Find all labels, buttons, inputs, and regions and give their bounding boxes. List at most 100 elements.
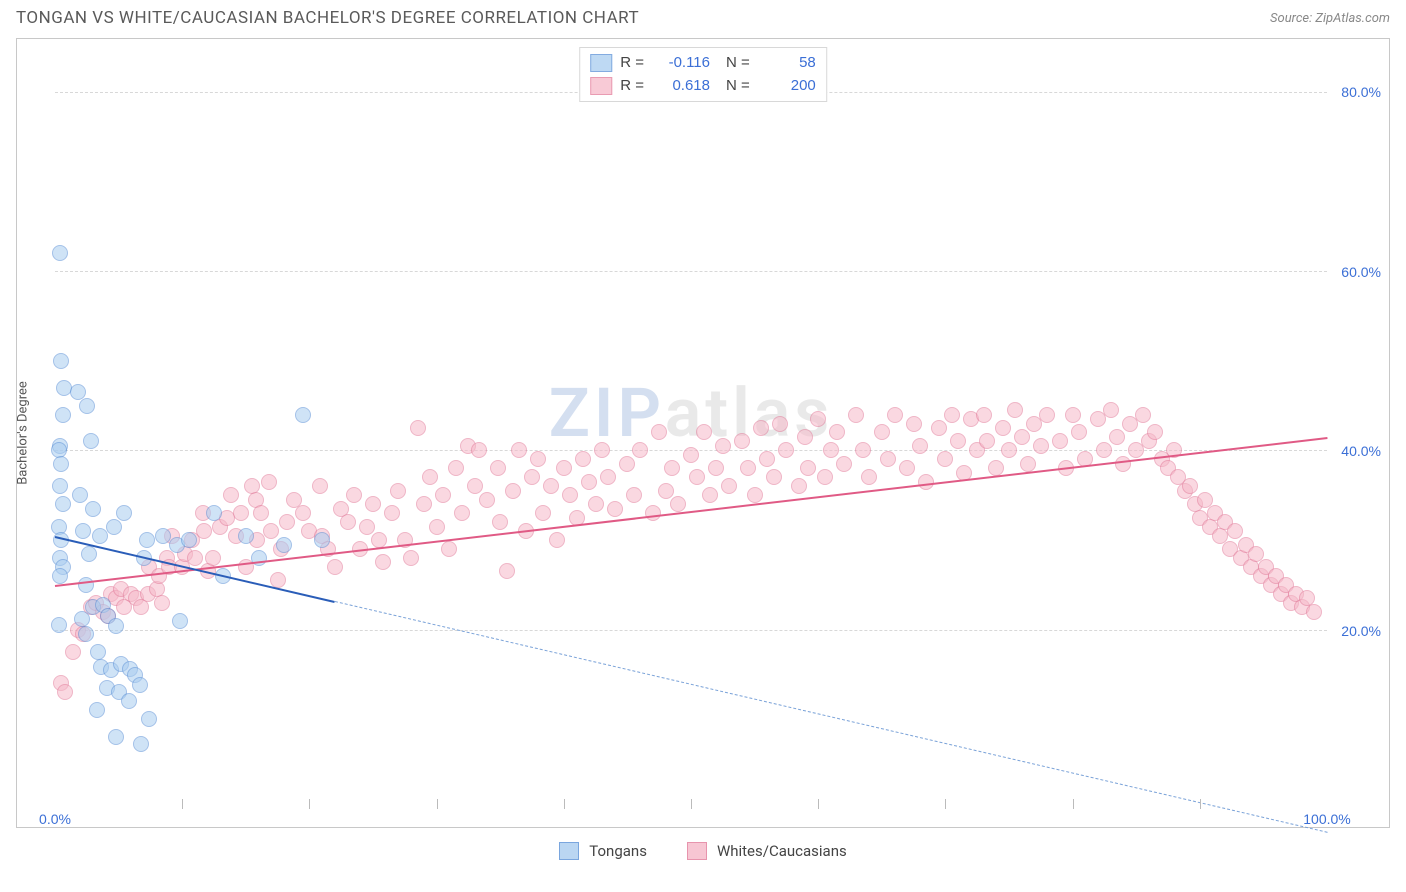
marker-whites [829, 424, 845, 440]
marker-whites [791, 478, 807, 494]
marker-whites [454, 505, 470, 521]
marker-whites [346, 487, 362, 503]
x-tick-label: 100.0% [1303, 811, 1350, 827]
legend-bottom-item-whites: Whites/Caucasians [687, 842, 847, 860]
marker-tongans [181, 532, 197, 548]
legend-top-row-tongans: R =-0.116N =58 [590, 52, 816, 75]
marker-whites [410, 420, 426, 436]
marker-whites [479, 492, 495, 508]
marker-whites [861, 469, 877, 485]
marker-whites [855, 442, 871, 458]
marker-whites [441, 541, 457, 557]
marker-whites [499, 563, 515, 579]
y-tick-label: 60.0% [1341, 264, 1381, 280]
gridline [55, 271, 1327, 272]
marker-tongans [172, 613, 188, 629]
marker-whites [359, 519, 375, 535]
marker-tongans [206, 505, 222, 521]
marker-tongans [78, 577, 94, 593]
marker-tongans [83, 433, 99, 449]
legend-n-value-tongans: 58 [758, 52, 816, 75]
marker-whites [375, 554, 391, 570]
marker-whites [490, 460, 506, 476]
chart-container: Bachelor's Degree ZIPatlas 20.0%40.0%60.… [16, 38, 1390, 828]
marker-tongans [52, 478, 68, 494]
trend-line-tongans-dash [335, 601, 1327, 833]
marker-whites [233, 505, 249, 521]
marker-tongans [78, 626, 94, 642]
marker-whites [747, 487, 763, 503]
marker-whites [403, 550, 419, 566]
marker-whites [702, 487, 718, 503]
marker-whites [1306, 604, 1322, 620]
source-label: Source: ZipAtlas.com [1270, 11, 1390, 26]
marker-tongans [90, 644, 106, 660]
marker-whites [205, 550, 221, 566]
marker-whites [645, 505, 661, 521]
marker-whites [1001, 442, 1017, 458]
marker-whites [899, 460, 915, 476]
watermark: ZIPatlas [549, 373, 834, 453]
y-tick-label: 40.0% [1341, 443, 1381, 459]
marker-whites [1020, 456, 1036, 472]
legend-r-value-tongans: -0.116 [652, 52, 710, 75]
gridline [55, 630, 1327, 631]
marker-tongans [238, 528, 254, 544]
marker-whites [263, 523, 279, 539]
marker-whites [696, 424, 712, 440]
legend-r-value-whites: 0.618 [652, 75, 710, 98]
marker-whites [416, 496, 432, 512]
marker-whites [979, 433, 995, 449]
marker-whites [651, 424, 667, 440]
marker-whites [422, 469, 438, 485]
marker-whites [619, 456, 635, 472]
marker-whites [327, 559, 343, 575]
marker-whites [549, 532, 565, 548]
marker-whites [65, 644, 81, 660]
marker-whites [253, 505, 269, 521]
marker-whites [543, 478, 559, 494]
marker-whites [562, 487, 578, 503]
legend-swatch-tongans [559, 842, 579, 860]
legend-swatch-tongans [590, 54, 612, 72]
legend-r-label: R = [620, 52, 644, 75]
marker-tongans [92, 528, 108, 544]
marker-whites [530, 451, 546, 467]
x-tick-mark [1200, 799, 1201, 809]
marker-tongans [295, 407, 311, 423]
marker-whites [880, 451, 896, 467]
marker-tongans [314, 532, 330, 548]
marker-whites [600, 469, 616, 485]
marker-whites [912, 438, 928, 454]
marker-whites [223, 487, 239, 503]
legend-label-whites: Whites/Caucasians [717, 842, 847, 860]
marker-whites [1182, 478, 1198, 494]
marker-tongans [85, 501, 101, 517]
marker-whites [581, 474, 597, 490]
marker-whites [950, 433, 966, 449]
marker-whites [384, 505, 400, 521]
marker-whites [670, 496, 686, 512]
marker-whites [1052, 433, 1068, 449]
marker-whites [658, 483, 674, 499]
marker-tongans [133, 736, 149, 752]
marker-whites [448, 460, 464, 476]
marker-whites [154, 595, 170, 611]
marker-tongans [51, 617, 67, 633]
marker-whites [664, 460, 680, 476]
marker-whites [588, 496, 604, 512]
marker-tongans [53, 353, 69, 369]
marker-whites [937, 451, 953, 467]
marker-tongans [132, 677, 148, 693]
marker-whites [1109, 429, 1125, 445]
marker-whites [1115, 456, 1131, 472]
x-tick-label: 0.0% [39, 811, 71, 827]
legend-swatch-whites [590, 77, 612, 95]
marker-whites [365, 496, 381, 512]
marker-whites [524, 469, 540, 485]
marker-whites [607, 501, 623, 517]
x-tick-mark [437, 799, 438, 809]
marker-whites [823, 442, 839, 458]
marker-whites [1014, 429, 1030, 445]
x-tick-mark [309, 799, 310, 809]
